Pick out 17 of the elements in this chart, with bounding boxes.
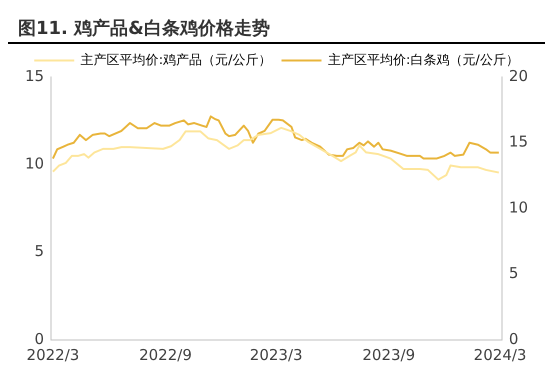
y-tick-label: 10 (24, 154, 44, 173)
y2-tick-label: 10 (508, 198, 528, 216)
x-tick-label: 2022/3 (26, 346, 80, 364)
x-tick-label: 2022/9 (139, 346, 192, 364)
x-tick-label: 2023/9 (362, 346, 416, 364)
y-tick-label: 15 (24, 66, 44, 85)
x-tick-label: 2023/3 (250, 346, 303, 364)
y2-tick-label: 0 (508, 330, 518, 348)
y-tick-label: 0 (34, 330, 44, 348)
y2-tick-label: 15 (508, 132, 528, 151)
legend-label: 主产区平均价:鸡产品（元/公斤） (80, 52, 272, 68)
legend-label: 主产区平均价:白条鸡（元/公斤） (328, 52, 519, 68)
y2-tick-label: 5 (508, 264, 518, 282)
y-tick-label: 5 (34, 242, 44, 260)
chart-title: 图11. 鸡产品&白条鸡价格走势 (8, 8, 545, 44)
y2-tick-label: 20 (508, 66, 528, 85)
x-tick-label: 2024/3 (474, 346, 526, 364)
